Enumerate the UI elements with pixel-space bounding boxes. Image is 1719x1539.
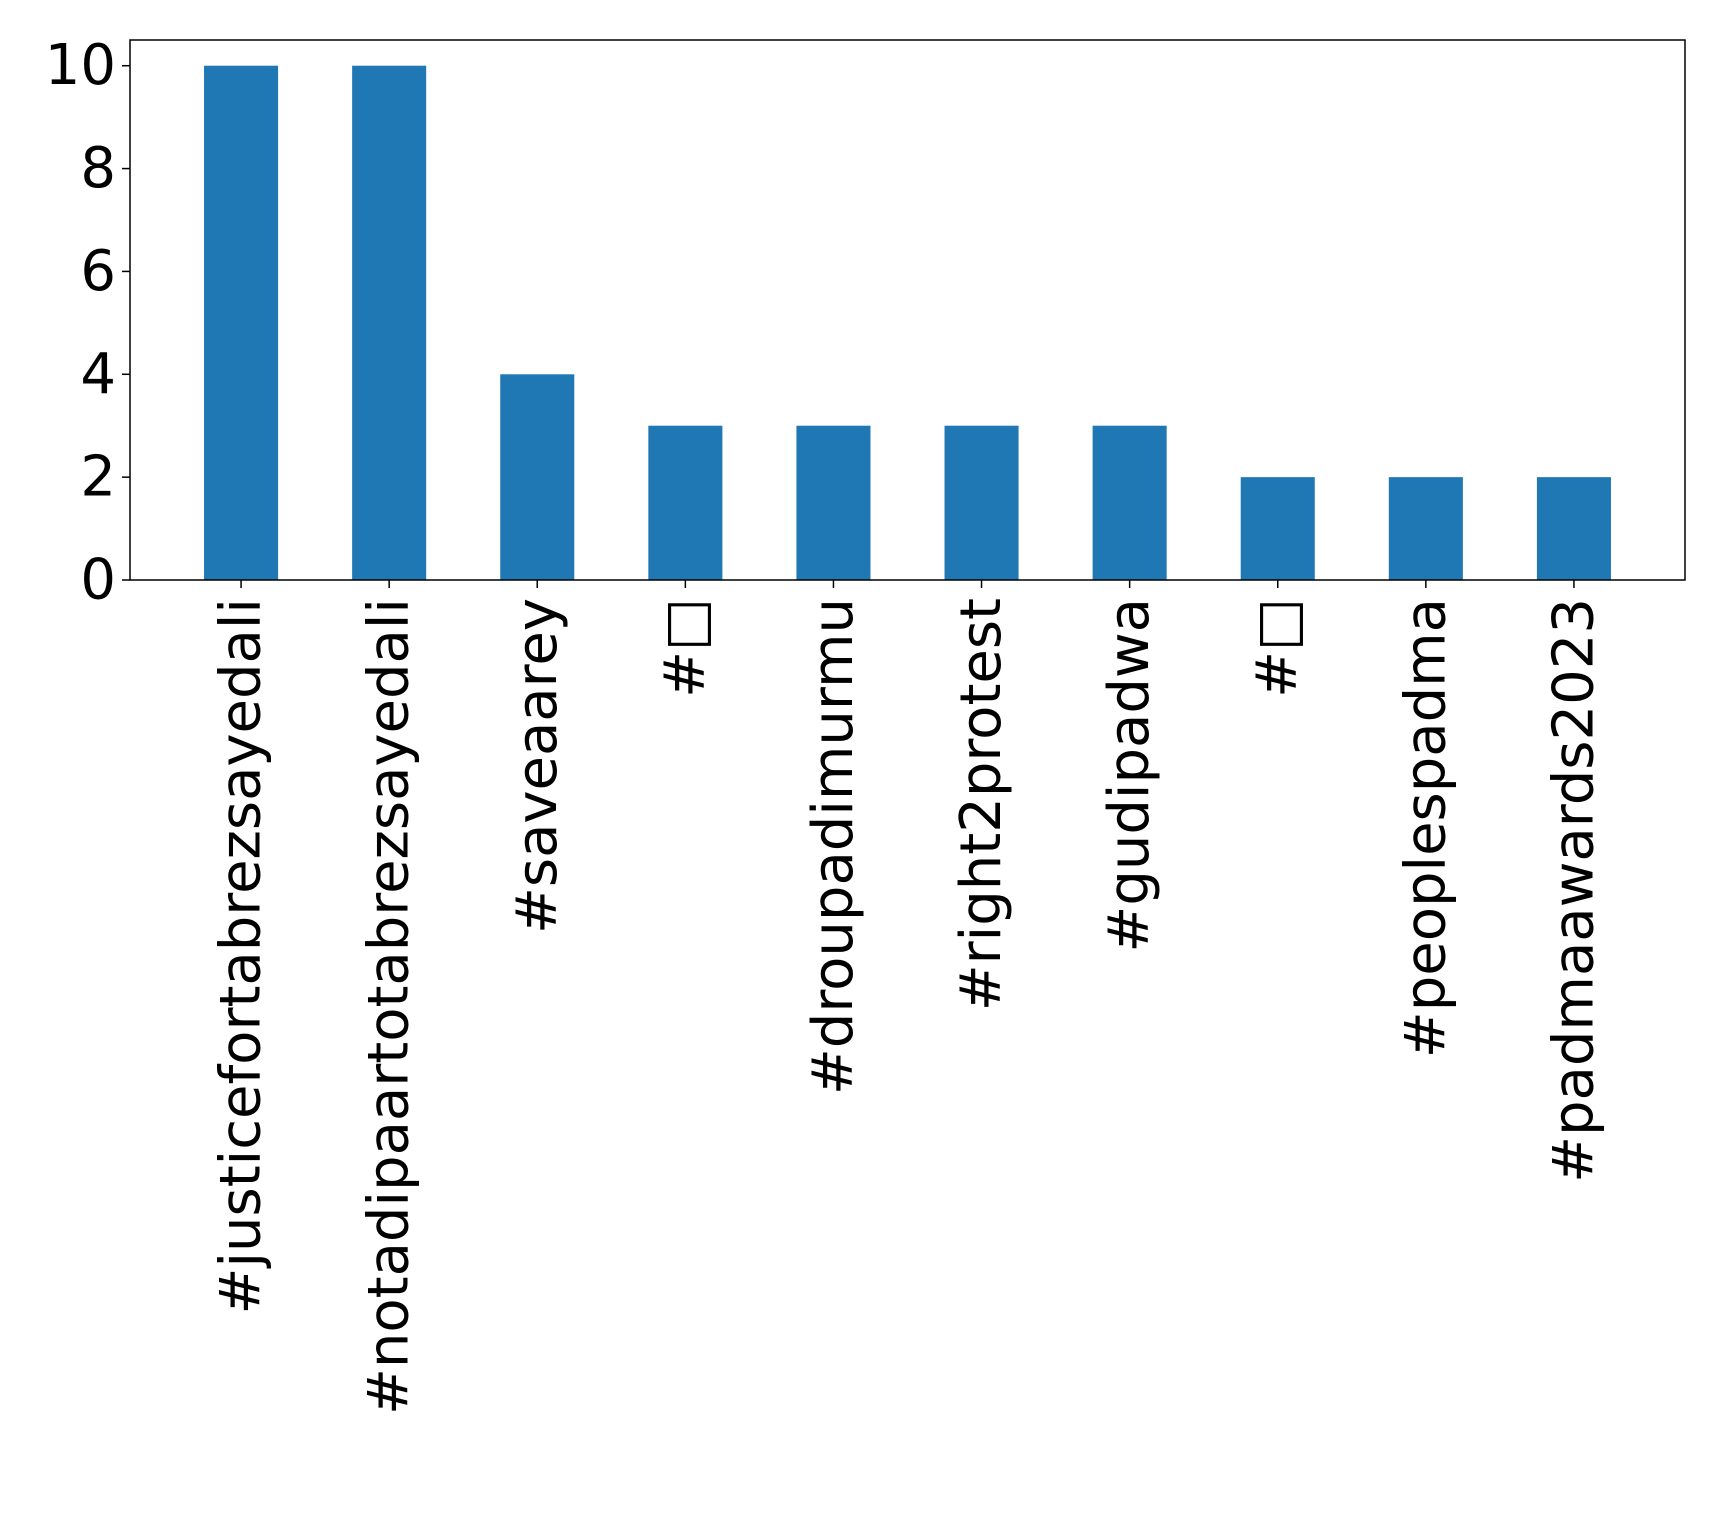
bar-4: [648, 425, 723, 580]
bar-6: [944, 425, 1019, 580]
x-tick-label: #notadipaartotabrezsayedali: [357, 598, 422, 1415]
x-tick-label: #droupadimurmu: [801, 598, 866, 1095]
bar-9: [1388, 477, 1463, 580]
y-tick-label: 4: [80, 342, 116, 407]
x-tick-label: #peoplespadma: [1393, 598, 1458, 1058]
bar-1: [204, 65, 279, 580]
x-tick-label: #□: [1245, 598, 1310, 698]
bar-10: [1536, 477, 1611, 580]
x-axis: #justicefortabrezsayedali #notadipaartota…: [209, 580, 1606, 1415]
bar-2: [352, 65, 427, 580]
x-tick-label: #justicefortabrezsayedali: [209, 598, 274, 1314]
y-tick-label: 0: [80, 548, 116, 613]
x-tick-label: #padmaawards2023: [1541, 598, 1606, 1183]
x-tick-label: #□: [653, 598, 718, 698]
bar-7: [1092, 425, 1167, 580]
plot-frame: [129, 39, 1686, 581]
x-tick-label: #saveaarey: [505, 598, 570, 934]
y-tick-label: 6: [80, 239, 116, 304]
bar-3: [500, 374, 575, 580]
bars-group: [204, 65, 1611, 580]
y-axis: 0 2 4 6 8 10: [45, 33, 130, 613]
bar-8: [1240, 477, 1315, 580]
bar-5: [796, 425, 871, 580]
x-tick-label: #right2protest: [949, 598, 1014, 1011]
x-tick-label: #gudipadwa: [1097, 598, 1162, 953]
y-tick-label: 10: [45, 33, 116, 98]
y-tick-label: 8: [80, 136, 116, 201]
y-tick-label: 2: [80, 445, 116, 510]
